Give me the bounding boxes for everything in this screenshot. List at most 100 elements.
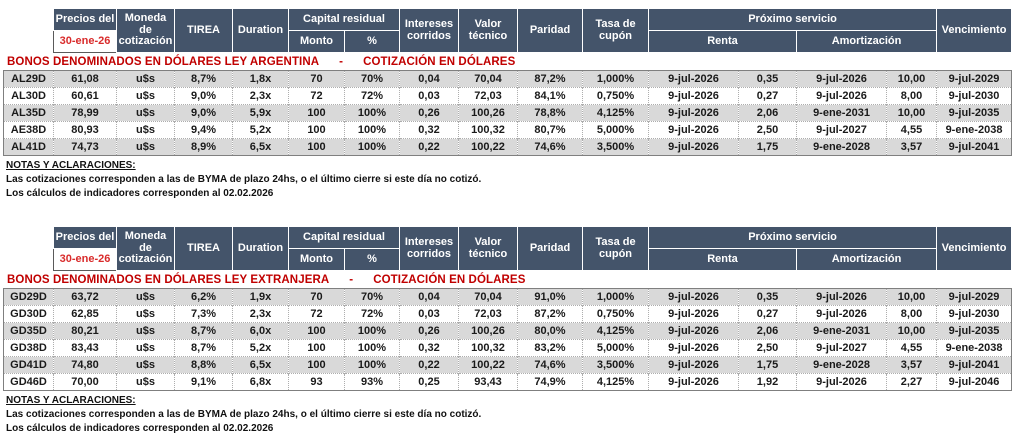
bond-value-cell: 9-jul-2026 (648, 70, 739, 88)
bond-row: GD41D 74,80 u$s 8,8% 6,5x 100 100% 0,22 100,22 74… (3, 356, 1012, 374)
bond-value-cell: 1,000% (582, 288, 649, 306)
bond-value-cell: u$s (116, 138, 175, 156)
bond-value-cell: 0,35 (738, 70, 797, 88)
bond-value-cell: 8,7% (174, 339, 233, 357)
bond-value-cell: 1,9x (232, 288, 289, 306)
column-header-moneda: Moneda de cotización (116, 8, 175, 53)
notes-title: NOTAS Y ACLARACIONES: (6, 160, 136, 171)
column-header-amortizacion: Amortización (796, 30, 938, 53)
bond-value-cell: 3,500% (582, 356, 649, 374)
section-title-main: BONOS DENOMINADOS EN DÓLARES LEY ARGENTI… (7, 56, 320, 68)
bond-value-cell: 2,27 (886, 373, 937, 391)
column-header-capital-residual: Capital residual (287, 8, 401, 31)
bond-value-cell: 0,750% (582, 87, 649, 105)
section-title-dash: - (339, 56, 344, 68)
bond-value-cell: 0,04 (399, 70, 459, 88)
bond-data-table: GD29D 63,72 u$s 6,2% 1,9x 70 70% 0,04 70,04 91,0%… (3, 288, 1012, 391)
bond-value-cell: 100% (344, 322, 400, 340)
column-header-pct: % (343, 248, 401, 271)
bond-value-cell: 9-jul-2026 (648, 138, 739, 156)
column-header-intereses: Intereses corridos (399, 226, 460, 271)
bond-value-cell: 0,22 (399, 138, 459, 156)
column-header-amortizacion: Amortización (796, 248, 938, 271)
bond-value-cell: 1,92 (738, 373, 797, 391)
column-header-tirea: TIREA (174, 8, 233, 53)
bond-value-cell: 72,03 (458, 305, 518, 323)
bond-value-cell: 5,2x (232, 121, 289, 139)
bond-value-cell: 9-jul-2030 (936, 87, 1012, 105)
bond-value-cell: 61,08 (53, 70, 117, 88)
notes-block: NOTAS Y ACLARACIONES: Las cotizaciones c… (6, 160, 1020, 200)
bond-value-cell: u$s (116, 373, 175, 391)
bond-value-cell: 4,125% (582, 322, 649, 340)
bond-value-cell: 9-jul-2026 (796, 70, 887, 88)
column-header-paridad: Paridad (517, 8, 584, 53)
bond-value-cell: 1,75 (738, 138, 797, 156)
bond-value-cell: 6,8x (232, 373, 289, 391)
bond-value-cell: 9-jul-2026 (796, 373, 887, 391)
bond-value-cell: 9-jul-2026 (648, 373, 739, 391)
bond-value-cell: 91,0% (517, 288, 583, 306)
bond-value-cell: 8,9% (174, 138, 233, 156)
bond-value-cell: 100% (344, 104, 400, 122)
bond-value-cell: 2,06 (738, 104, 797, 122)
bond-value-cell: 3,57 (886, 356, 937, 374)
bond-value-cell: 100,32 (458, 121, 518, 139)
section-ley-argentina: Precios del Moneda de cotización TIREA D… (3, 8, 1020, 200)
note-line: Los cálculos de indicadores corresponden… (6, 188, 274, 199)
bond-value-cell: 10,00 (886, 322, 937, 340)
bond-value-cell: 0,32 (399, 121, 459, 139)
bond-value-cell: 5,000% (582, 121, 649, 139)
column-header-monto: Monto (288, 30, 345, 53)
bond-row: GD29D 63,72 u$s 6,2% 1,9x 70 70% 0,04 70,04 91,0%… (3, 288, 1012, 306)
column-header-vencimiento: Vencimiento (936, 226, 1013, 271)
bond-value-cell: 100% (344, 356, 400, 374)
bond-value-cell: 2,50 (738, 121, 797, 139)
section-title: BONOS DENOMINADOS EN DÓLARES LEY ARGENTI… (7, 56, 1020, 68)
bond-value-cell: 9-jul-2027 (796, 121, 887, 139)
bond-row: GD30D 62,85 u$s 7,3% 2,3x 72 72% 0,03 72,03 87,2%… (3, 305, 1012, 323)
bond-value-cell: 100,26 (458, 104, 518, 122)
bond-value-cell: 70% (344, 70, 400, 88)
bond-value-cell: 100 (288, 104, 345, 122)
bond-value-cell: 0,32 (399, 339, 459, 357)
bond-value-cell: 10,00 (886, 70, 937, 88)
bond-value-cell: 74,6% (517, 356, 583, 374)
notes-block: NOTAS Y ACLARACIONES: Las cotizaciones c… (6, 395, 1020, 435)
bond-value-cell: 100 (288, 322, 345, 340)
column-header-tirea: TIREA (174, 226, 233, 271)
bond-value-cell: 9,4% (174, 121, 233, 139)
bond-value-cell: u$s (116, 339, 175, 357)
bond-value-cell: 100,32 (458, 339, 518, 357)
bond-value-cell: 4,55 (886, 121, 937, 139)
bond-value-cell: 8,00 (886, 305, 937, 323)
column-header-precios-del: Precios del (53, 8, 117, 31)
bond-value-cell: 72 (288, 305, 345, 323)
column-header-table: Precios del Moneda de cotización TIREA D… (53, 226, 1013, 271)
bond-value-cell: u$s (116, 104, 175, 122)
bond-value-cell: 0,750% (582, 305, 649, 323)
column-header-tasa-cupon: Tasa de cupón (582, 226, 650, 271)
bond-value-cell: 9-jul-2026 (648, 121, 739, 139)
bond-value-cell: 10,00 (886, 104, 937, 122)
column-header-vencimiento: Vencimiento (936, 8, 1013, 53)
bond-value-cell: 83,2% (517, 339, 583, 357)
bond-value-cell: 9-jul-2026 (648, 339, 739, 357)
bond-report-page: Precios del Moneda de cotización TIREA D… (3, 8, 1020, 435)
bond-value-cell: 74,80 (53, 356, 117, 374)
bond-value-cell: 1,000% (582, 70, 649, 88)
bond-value-cell: 72,03 (458, 87, 518, 105)
bond-row: AL30D 60,61 u$s 9,0% 2,3x 72 72% 0,03 72,03 84,1%… (3, 87, 1012, 105)
price-date-cell: 30-ene-26 (53, 30, 117, 53)
column-header-pct: % (343, 30, 401, 53)
column-header-renta: Renta (648, 248, 798, 271)
bond-value-cell: 9-ene-2028 (796, 138, 887, 156)
column-header-table: Precios del Moneda de cotización TIREA D… (53, 8, 1013, 53)
bond-value-cell: 100,22 (458, 356, 518, 374)
bond-value-cell: 93,43 (458, 373, 518, 391)
bond-value-cell: 80,21 (53, 322, 117, 340)
note-line: Los cálculos de indicadores corresponden… (6, 423, 274, 434)
bond-value-cell: 0,26 (399, 322, 459, 340)
bond-value-cell: 100,26 (458, 322, 518, 340)
bond-value-cell: 74,6% (517, 138, 583, 156)
